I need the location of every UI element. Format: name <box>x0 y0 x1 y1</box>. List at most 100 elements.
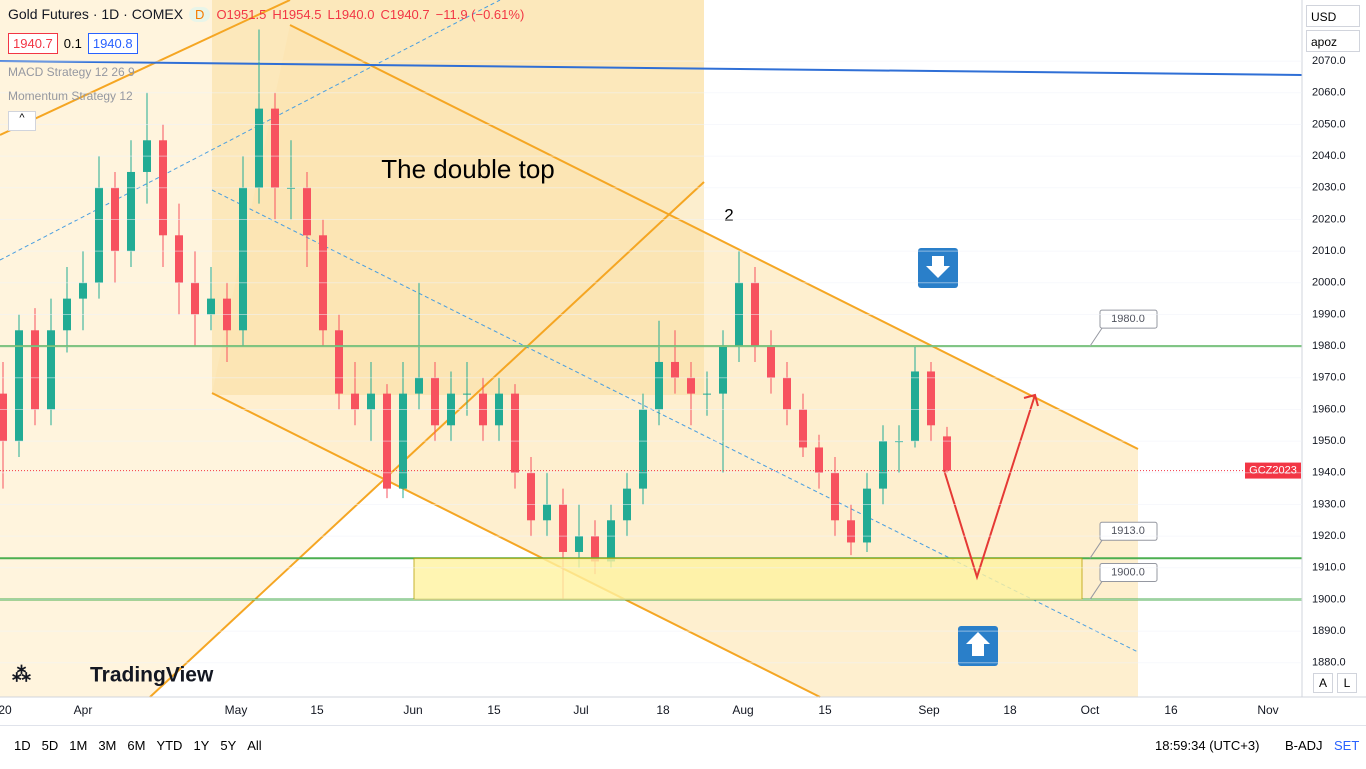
x-tick-label: Nov <box>1257 703 1278 717</box>
candle-body <box>127 171 135 252</box>
interval-badge[interactable]: D <box>189 6 211 22</box>
y-tick-label: 1970.0 <box>1312 372 1346 384</box>
y-tick-label: 1960.0 <box>1312 403 1346 415</box>
range-button[interactable]: 5Y <box>220 738 237 753</box>
y-tick-label: 2010.0 <box>1312 245 1346 257</box>
y-tick-label: 1890.0 <box>1312 625 1346 637</box>
candle-body <box>303 187 311 236</box>
x-tick-label: 15 <box>818 703 832 717</box>
y-tick-label: 2050.0 <box>1312 118 1346 130</box>
ranges: 1D 5D 1M 3M 6M YTD 1Y 5Y All <box>14 738 262 753</box>
pattern-label: The double top <box>381 154 554 184</box>
target-zone <box>413 557 1083 600</box>
ascending-channel <box>0 0 704 697</box>
candle-body <box>255 108 263 188</box>
y-tick-label: 1950.0 <box>1312 435 1346 447</box>
callout-leader <box>1089 327 1103 347</box>
y-tick-label: 1910.0 <box>1312 562 1346 574</box>
candle-body <box>847 520 855 543</box>
currency[interactable]: USD <box>1306 5 1360 27</box>
level-callout-label: 1900.0 <box>1111 566 1145 578</box>
signal-up <box>958 626 998 666</box>
x-tick-label: May <box>225 703 248 717</box>
candle-body <box>367 393 375 410</box>
y-axis: 1880.0 1890.0 1900.0 1910.0 1920.0 1930.0 1940… <box>0 55 1346 669</box>
candle-body <box>655 361 663 410</box>
range-button[interactable]: 1M <box>69 738 88 753</box>
range-button[interactable]: 6M <box>127 738 146 753</box>
scale-auto[interactable]: A <box>1313 673 1333 693</box>
range-button[interactable]: 1Y <box>193 738 210 753</box>
range-button[interactable]: 1D <box>14 738 31 753</box>
candle-body <box>687 377 695 394</box>
legend: Gold Futures · 1D · COMEX D O1951.5 H195… <box>8 6 524 22</box>
x-tick-label: 18 <box>656 703 670 717</box>
y-tick-label: 2060.0 <box>1312 87 1346 99</box>
candle-body <box>591 536 599 562</box>
range-button[interactable]: 3M <box>98 738 117 753</box>
y-tick-label: 1990.0 <box>1312 308 1346 320</box>
candle-body <box>607 520 615 562</box>
x-tick-label: 20 <box>0 703 12 717</box>
y-tick-label: 1920.0 <box>1312 530 1346 542</box>
candle-body <box>543 504 551 521</box>
x-tick-label: Jun <box>403 703 422 717</box>
level-callout-label: 1913.0 <box>1111 525 1145 537</box>
candle-body <box>207 298 215 315</box>
range-button[interactable]: YTD <box>156 738 183 753</box>
candle-body <box>575 536 583 552</box>
arrow-head <box>1023 393 1039 407</box>
adjust[interactable]: B-ADJ <box>1285 738 1323 753</box>
indicator[interactable]: MACD Strategy 12 26 9 <box>8 65 135 79</box>
candle-body <box>191 282 199 315</box>
callout-leader <box>1089 540 1103 559</box>
x-tick-label: Oct <box>1081 703 1100 717</box>
candle-body <box>335 330 343 394</box>
scale-log[interactable]: L <box>1337 673 1357 693</box>
y-tick-label: 2040.0 <box>1312 150 1346 162</box>
candle-body <box>879 441 887 489</box>
y-tick-label: 1980.0 <box>1312 340 1346 352</box>
candle-body <box>15 330 23 442</box>
session[interactable]: SET <box>1334 738 1360 753</box>
dashed-line <box>0 0 501 261</box>
unit[interactable]: apoz <box>1306 30 1360 52</box>
clock: 18:59:34 (UTC+3) <box>1155 738 1260 753</box>
candle-body <box>783 377 791 410</box>
candle-body <box>799 409 807 448</box>
collapse-button[interactable]: ^ <box>8 111 36 131</box>
ohlc-high: H1954.5 <box>272 6 322 22</box>
range-button[interactable]: 5D <box>41 738 59 753</box>
y-tick-label: 1930.0 <box>1312 498 1346 510</box>
indicator[interactable]: Momentum Strategy 12 <box>8 89 133 103</box>
x-tick-label: Apr <box>74 703 93 717</box>
y-tick-label: 2000.0 <box>1312 277 1346 289</box>
candle-body <box>863 488 871 543</box>
range-button[interactable]: All <box>247 738 262 753</box>
candle-body <box>943 436 951 471</box>
candle-body <box>559 504 567 552</box>
bid[interactable]: 1940.7 <box>8 33 58 54</box>
candle-body <box>527 472 535 521</box>
symbol-tag <box>1245 462 1301 479</box>
candle-body <box>351 393 359 410</box>
y-tick-label: 2070.0 <box>1312 55 1346 67</box>
candle-body <box>415 377 423 394</box>
y-tick-label: 1880.0 <box>1312 657 1346 669</box>
candle-body <box>175 235 183 283</box>
watermark-logo: ⁂ <box>12 665 31 686</box>
candle-body <box>31 330 39 410</box>
x-tick-label: Sep <box>918 703 940 717</box>
signal-down <box>918 248 958 288</box>
y-tick-label: 1900.0 <box>1312 593 1346 605</box>
candle-body <box>671 361 679 378</box>
x-tick-label: Jul <box>573 703 588 717</box>
callout-leader <box>1089 581 1103 600</box>
ask[interactable]: 1940.8 <box>87 33 138 54</box>
x-tick-label: 15 <box>487 703 501 717</box>
y-tick-label: 2020.0 <box>1312 213 1346 225</box>
x-tick-label: 15 <box>310 703 324 717</box>
y-tick-label: 2030.0 <box>1312 182 1346 194</box>
candle-body <box>431 377 439 426</box>
